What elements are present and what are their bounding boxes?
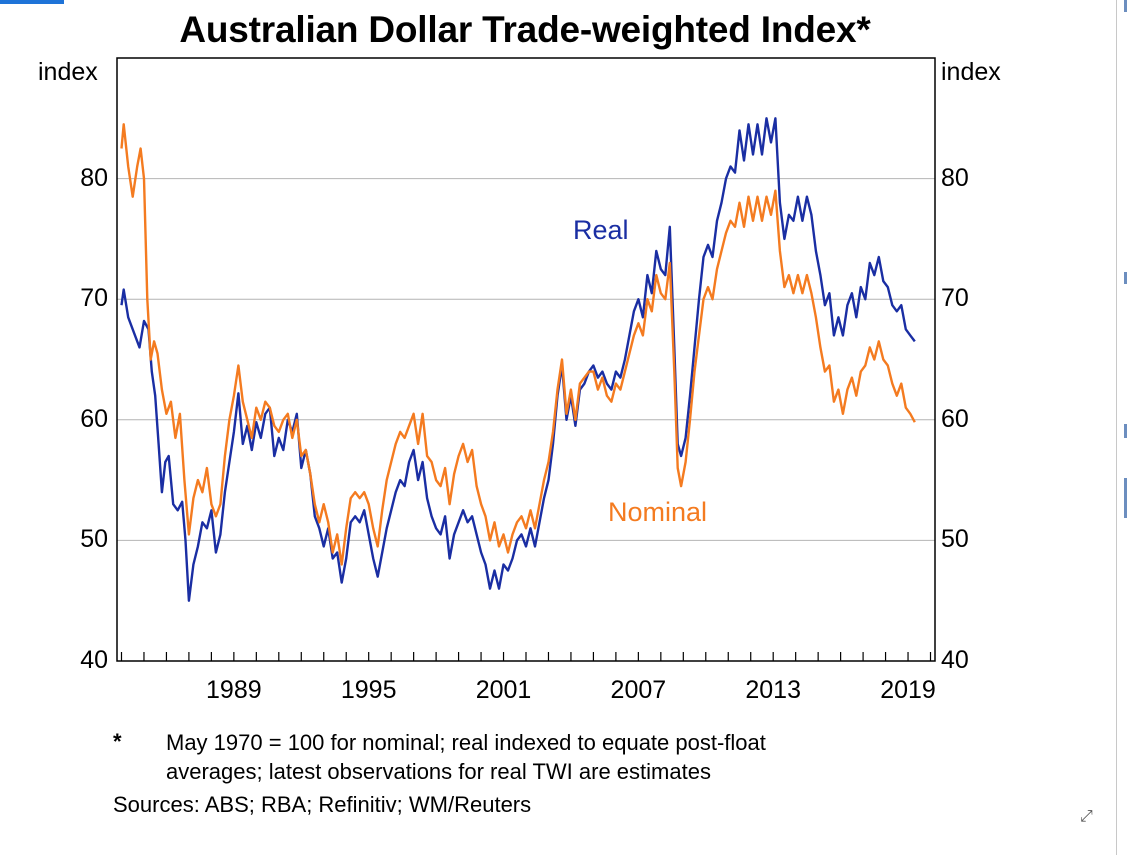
chart-title: Australian Dollar Trade-weighted Index* [179,9,871,50]
footnote-line-1: May 1970 = 100 for nominal; real indexed… [166,730,766,755]
y-tick-label-right: 60 [941,404,969,433]
x-tick-label: 1989 [206,676,262,704]
left-axis-unit: index [38,58,98,86]
resize-diagonal-icon[interactable]: ⤢ [1080,808,1093,825]
series-label-nominal: Nominal [608,497,708,527]
y-tick-label-right: 80 [941,163,969,192]
series-line-real [120,117,916,602]
footnote-marker: * [113,729,122,754]
series-label-real: Real [573,215,629,245]
right-axis-unit: index [941,58,1001,86]
window-right-border [1116,0,1117,855]
x-tick-label: 2007 [610,676,667,704]
x-tick-label: 1995 [340,676,397,704]
y-tick-label-left: 50 [80,525,108,554]
y-tick-label-left: 80 [80,163,108,192]
footnote-line-2: averages; latest observations for real T… [166,759,711,784]
y-tick-label-right: 50 [941,525,969,554]
x-tick-label: 2001 [475,676,532,704]
sources-note: Sources: ABS; RBA; Refinitiv; WM/Reuters [113,792,532,817]
y-tick-label-left: 60 [80,404,108,433]
plot-frame [116,57,936,662]
x-tick-label: 2019 [880,676,936,704]
y-tick-label-right: 40 [941,646,969,674]
window-corner-tab [0,0,64,4]
y-tick-label-left: 40 [80,646,108,674]
y-tick-label-right: 70 [941,284,969,313]
x-tick-label: 2013 [745,676,801,704]
adjacent-window-edge [1120,0,1131,855]
series-line-nominal [120,123,916,566]
footnote-text: May 1970 = 100 for nominal; real indexed… [166,728,886,786]
y-tick-label-left: 70 [80,284,108,313]
